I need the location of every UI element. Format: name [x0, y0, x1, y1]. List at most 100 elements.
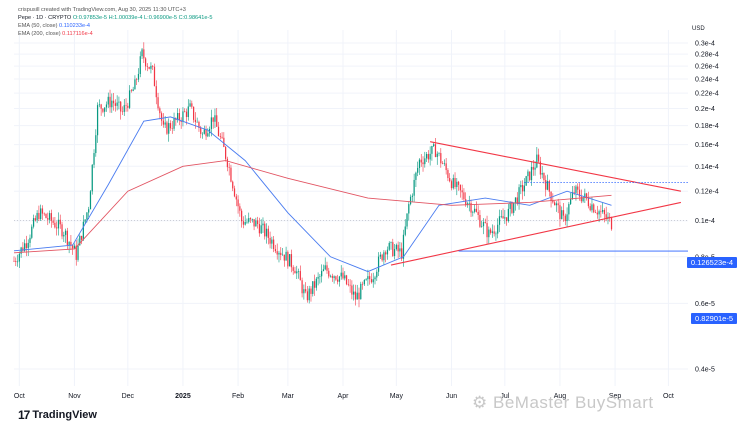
candle-body — [486, 222, 488, 238]
x-tick-label: May — [390, 393, 404, 400]
candle-body — [280, 252, 282, 255]
candle-body — [176, 113, 179, 120]
candle-body — [555, 203, 558, 206]
candle-body — [45, 213, 47, 219]
lower-level-price-tag: 0.82901e-5 — [691, 313, 737, 324]
candle-body — [40, 208, 42, 220]
candle-body — [452, 178, 454, 189]
candle-body — [552, 200, 554, 203]
candle-body — [82, 221, 84, 240]
candle-body — [356, 292, 358, 300]
candle-body — [495, 233, 497, 235]
candle-body — [257, 220, 259, 225]
candle-body — [342, 272, 344, 279]
candle-body — [264, 223, 266, 237]
candle-body — [541, 173, 543, 175]
candle-body — [493, 231, 495, 234]
candle-body — [86, 212, 88, 220]
y-tick-label: 0.26e-4 — [695, 64, 719, 71]
y-tick-label: 0.3e-4 — [695, 40, 715, 47]
candle-body — [148, 66, 150, 69]
candle-body — [56, 227, 58, 229]
candle-body — [249, 218, 252, 220]
candle-body — [609, 216, 611, 218]
candle-body — [109, 96, 111, 108]
candle-body — [582, 197, 584, 202]
candle-body — [575, 186, 577, 193]
candle-body — [191, 103, 193, 107]
candle-body — [48, 213, 51, 220]
candle-body — [178, 113, 181, 121]
candle-body — [475, 208, 477, 212]
candle-body — [38, 212, 40, 220]
candle-body — [289, 254, 291, 267]
candle-body — [313, 281, 316, 288]
tradingview-logo-icon: 17 — [18, 408, 30, 422]
candle-body — [372, 279, 374, 283]
candle-body — [331, 275, 333, 278]
candle-body — [338, 276, 341, 282]
candle-body — [548, 181, 550, 192]
candle-body — [59, 219, 61, 225]
candle-body — [397, 244, 399, 252]
candle-body — [589, 206, 591, 211]
candle-body — [598, 211, 600, 215]
candle-body — [47, 218, 49, 220]
candle-body — [500, 216, 502, 217]
candle-body — [413, 179, 415, 196]
candle-body — [559, 205, 561, 220]
candle-body — [182, 111, 184, 123]
candle-body — [319, 276, 321, 277]
candle-body — [185, 111, 188, 118]
candle-body — [180, 120, 182, 123]
candle-body — [466, 203, 469, 205]
x-tick-label: Jul — [500, 393, 509, 400]
candle-body — [337, 279, 339, 282]
candle-body — [187, 106, 189, 118]
ema50-line — [13, 116, 612, 273]
candle-body — [324, 265, 326, 270]
candle-body — [235, 196, 237, 200]
candle-body — [374, 277, 376, 280]
candle-body — [152, 65, 154, 67]
candle-body — [244, 222, 246, 225]
candle-body — [395, 244, 397, 250]
x-tick-label: Sep — [609, 393, 622, 400]
candle-body — [118, 101, 120, 103]
watermark-text: BeMaster BuySmart — [492, 393, 654, 412]
candle-body — [269, 237, 271, 244]
candle-body — [73, 245, 76, 249]
candle-body — [139, 56, 141, 74]
candle-body — [283, 254, 285, 261]
candle-body — [276, 251, 278, 255]
candle-body — [116, 102, 118, 106]
candle-body — [408, 204, 410, 214]
candle-body — [80, 235, 83, 240]
tradingview-logo[interactable]: 17 TradingView — [18, 408, 97, 422]
candle-body — [100, 104, 102, 109]
y-tick-label: 0.1e-4 — [695, 218, 715, 225]
candle-body — [32, 218, 35, 227]
candle-body — [114, 103, 116, 106]
y-tick-label: 0.6e-5 — [695, 301, 715, 308]
candle-body — [377, 256, 380, 272]
candle-body — [440, 153, 442, 164]
candle-body — [50, 213, 52, 221]
candle-body — [360, 283, 362, 300]
candle-body — [438, 153, 440, 154]
candle-body — [527, 171, 529, 177]
candle-body — [358, 292, 360, 300]
candle-body — [301, 280, 303, 294]
y-tick-label: 0.14e-4 — [695, 164, 719, 171]
candle-body — [523, 185, 526, 192]
candle-body — [25, 243, 28, 249]
candle-body — [223, 137, 225, 148]
candle-body — [112, 100, 115, 104]
x-tick-label: Jun — [446, 393, 457, 400]
candle-body — [299, 271, 301, 281]
candle-body — [70, 241, 72, 246]
candle-body — [543, 173, 545, 181]
candle-body — [390, 242, 392, 243]
candle-body — [36, 212, 38, 221]
ema200-line — [13, 160, 612, 254]
